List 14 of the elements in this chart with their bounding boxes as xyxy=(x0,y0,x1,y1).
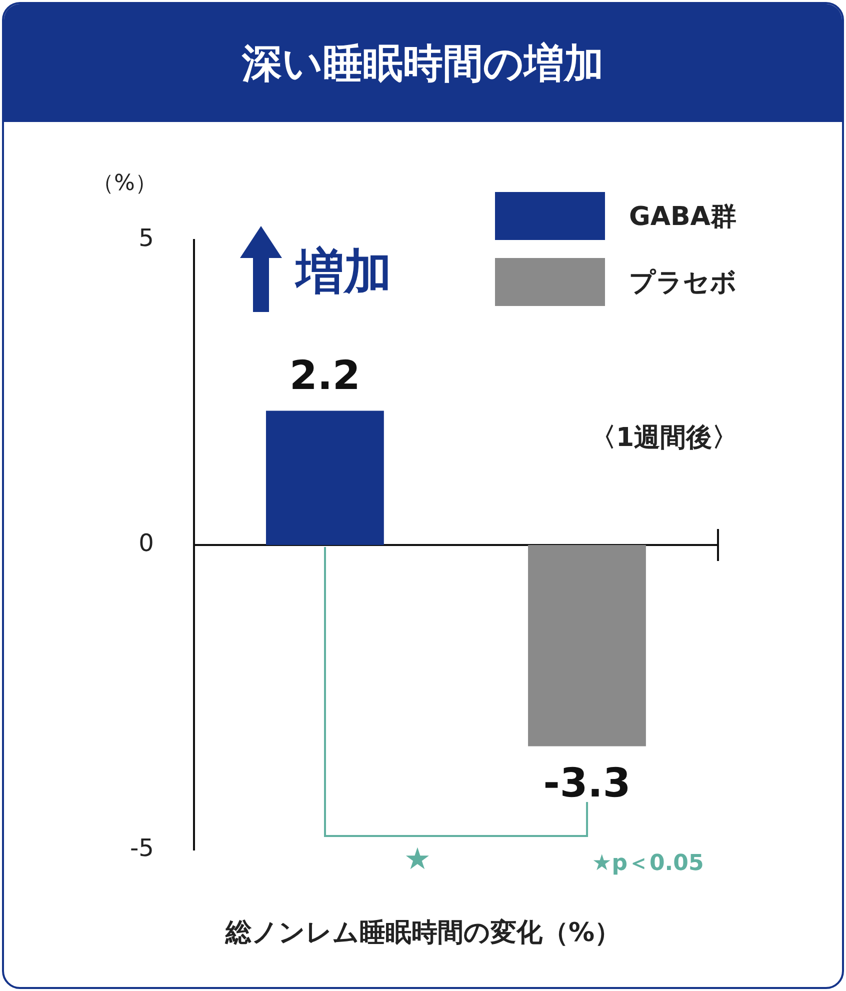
annotation: 増加 xyxy=(296,243,392,302)
data-label: 2.2 xyxy=(290,353,360,400)
annotation: 〈1週間後〉 xyxy=(590,422,738,455)
legend-label: GABA群 xyxy=(629,200,736,234)
chart-title: 深い睡眠時間の増加 xyxy=(4,4,842,122)
x-axis-title: 総ノンレム睡眠時間の変化（%） xyxy=(224,917,622,950)
y-tick-label: 5 xyxy=(138,224,154,252)
data-label: -3.3 xyxy=(543,760,631,807)
y-axis-title: （%） xyxy=(92,170,157,198)
y-tick-label: -5 xyxy=(130,834,154,862)
y-tick-label: 0 xyxy=(138,529,154,558)
annotation: ★ xyxy=(404,842,431,877)
legend-label: プラセボ xyxy=(629,266,737,300)
text: ★p＜0.05 xyxy=(592,850,704,878)
